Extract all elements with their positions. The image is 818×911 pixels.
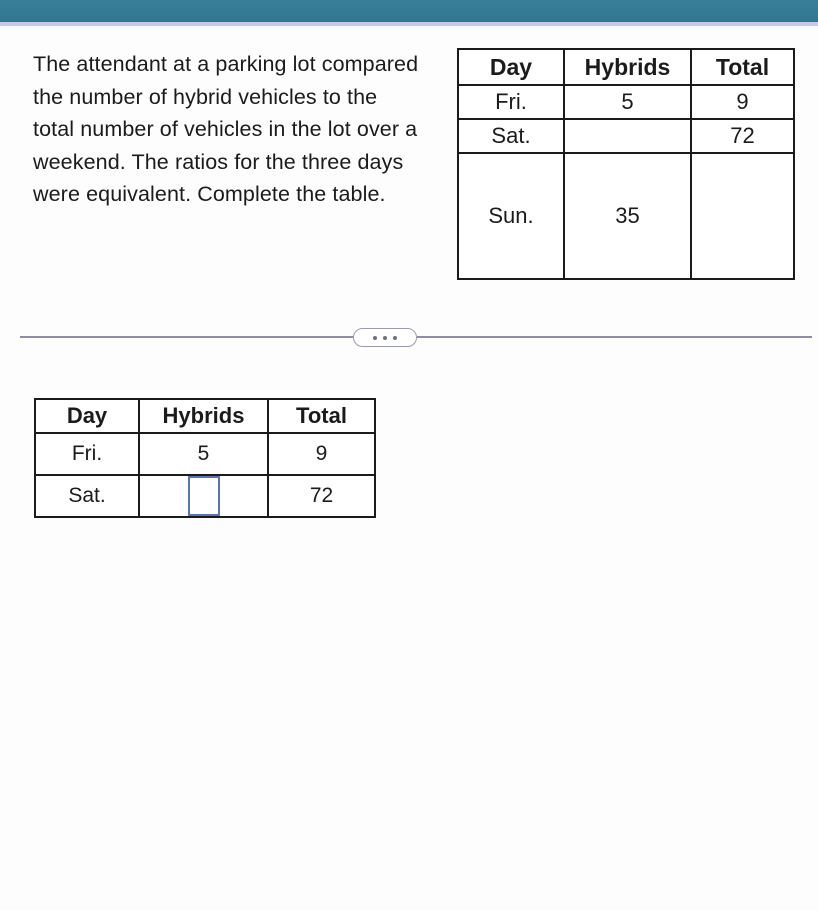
reference-table-container: Day Hybrids Total Fri. 5 9 Sat. 72 Sun. …	[457, 48, 795, 280]
column-header-day: Day	[457, 48, 565, 86]
cell-total: 9	[690, 84, 795, 120]
cell-hybrids: 5	[563, 84, 692, 120]
cell-hybrids-input[interactable]	[138, 474, 269, 518]
table-row: Fri. 5 9	[34, 432, 376, 476]
cell-day: Sun.	[457, 152, 565, 280]
table-row: Fri. 5 9	[457, 84, 795, 120]
app-header-underline	[0, 22, 818, 26]
cell-total	[690, 152, 795, 280]
cell-total: 72	[690, 118, 795, 154]
cell-total: 9	[267, 432, 376, 476]
more-options-button[interactable]	[353, 328, 417, 347]
column-header-hybrids: Hybrids	[138, 398, 269, 434]
column-header-total: Total	[690, 48, 795, 86]
table-header-row: Day Hybrids Total	[457, 48, 795, 86]
question-prompt-text: The attendant at a parking lot compared …	[33, 52, 419, 206]
divider-line-left	[20, 336, 355, 338]
cell-hybrids: 35	[563, 152, 692, 280]
app-header-bar	[0, 0, 818, 22]
cell-day: Sat.	[457, 118, 565, 154]
table-row: Sun. 35	[457, 152, 795, 280]
cell-day: Fri.	[457, 84, 565, 120]
table-header-row: Day Hybrids Total	[34, 398, 376, 434]
answer-table-container: Day Hybrids Total Fri. 5 9 Sat. 72	[34, 398, 376, 518]
ellipsis-dot-icon	[393, 335, 397, 340]
table-row: Sat. 72	[34, 474, 376, 518]
section-divider	[0, 327, 818, 349]
app-header-underline-highlight	[0, 26, 818, 28]
divider-line-right	[417, 336, 812, 338]
cell-total: 72	[267, 474, 376, 518]
cell-day: Fri.	[34, 432, 140, 476]
column-header-day: Day	[34, 398, 140, 434]
hybrids-answer-input[interactable]	[187, 476, 220, 516]
answer-table: Day Hybrids Total Fri. 5 9 Sat. 72	[34, 398, 376, 518]
cell-day: Sat.	[34, 474, 140, 518]
cell-hybrids: 5	[138, 432, 269, 476]
ellipsis-dot-icon	[383, 335, 387, 340]
cell-hybrids	[563, 118, 692, 154]
reference-table: Day Hybrids Total Fri. 5 9 Sat. 72 Sun. …	[457, 48, 795, 280]
column-header-hybrids: Hybrids	[563, 48, 692, 86]
column-header-total: Total	[267, 398, 376, 434]
ellipsis-dot-icon	[373, 335, 377, 340]
table-row: Sat. 72	[457, 118, 795, 154]
